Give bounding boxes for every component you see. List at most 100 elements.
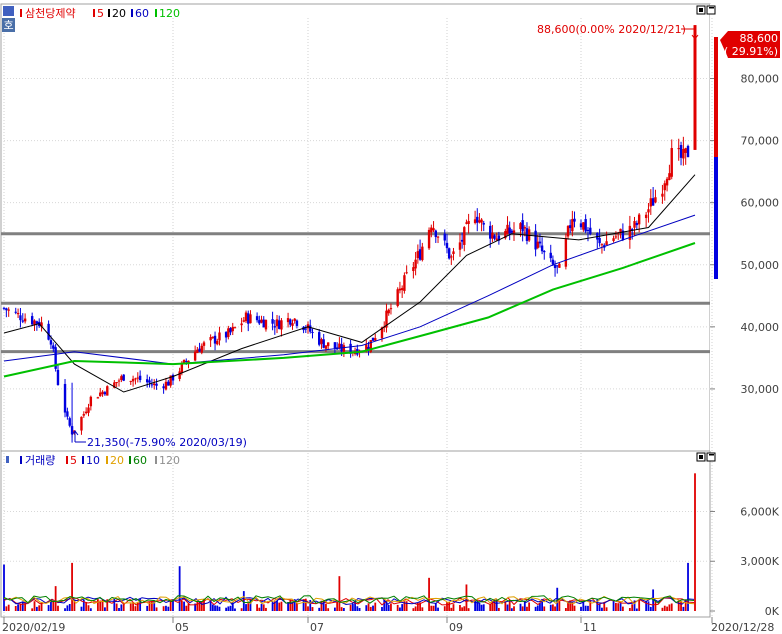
candle-body <box>209 337 212 341</box>
candle-body <box>525 228 529 241</box>
volume-bar <box>148 601 151 611</box>
candle-body <box>182 359 186 364</box>
volume-bar <box>631 604 634 611</box>
volume-bar <box>687 562 689 611</box>
volume-bar <box>198 600 201 611</box>
vol-legend-60: 60 <box>133 454 147 467</box>
volume-bar <box>338 576 341 611</box>
candle-body <box>649 198 652 207</box>
candle-body <box>540 245 544 252</box>
volume-bar <box>497 607 500 611</box>
volume-bar <box>203 598 205 611</box>
candle-body <box>120 376 123 380</box>
candle-body <box>322 339 325 348</box>
volume-bar <box>155 607 158 611</box>
volume-bar <box>661 607 664 611</box>
high-annotation: 88,600(0.00% 2020/12/21) <box>537 23 699 40</box>
volume-bar <box>113 598 116 611</box>
candle-body <box>231 326 234 332</box>
candle-body <box>506 224 509 234</box>
candle-body <box>389 308 393 310</box>
volume-bar <box>383 599 386 611</box>
candle-body <box>169 375 172 386</box>
volume-bar <box>231 602 234 611</box>
candle-body <box>318 332 321 345</box>
candle-body <box>155 383 158 386</box>
candle-body <box>584 219 587 232</box>
candle-body <box>216 341 219 345</box>
volume-bar <box>104 607 106 611</box>
volume-bar <box>567 602 569 611</box>
volume-bar <box>478 602 481 611</box>
current-price-tag: 88,600 ( 29.91%) <box>720 31 780 58</box>
candle-body <box>400 288 404 291</box>
volume-bar <box>521 606 524 611</box>
volume-bar <box>260 603 263 611</box>
candle-body <box>497 235 501 241</box>
volume-bar <box>165 605 167 611</box>
zoom-icon[interactable] <box>2 18 15 32</box>
candle-body <box>52 345 55 349</box>
volume-maximize-button[interactable] <box>706 452 716 462</box>
candle-body <box>612 238 615 241</box>
volume-bar <box>187 603 190 611</box>
candle-body <box>573 218 576 222</box>
volume-bar <box>240 608 243 611</box>
candle-body <box>167 381 170 386</box>
candle-body <box>122 374 125 381</box>
candle-body <box>23 318 27 322</box>
price-legend: 삼천당제약 5 20 60 120 <box>20 6 180 20</box>
candle-body <box>129 380 132 382</box>
candle-body <box>187 360 190 364</box>
moving-average-120 <box>3 242 696 378</box>
candle-body <box>211 336 215 338</box>
current-price-label: 88,600 <box>740 32 779 45</box>
candle-body <box>549 252 552 259</box>
candle-body <box>480 219 483 223</box>
candle-body <box>633 221 636 228</box>
legend-ma-20: 20 <box>112 7 126 20</box>
candle-body <box>21 320 24 322</box>
volume-bar <box>374 602 377 611</box>
candle-body <box>113 382 116 388</box>
minimize-icon <box>699 8 703 12</box>
volume-bar <box>139 599 142 611</box>
candle-body <box>621 230 625 240</box>
volume-ma-line <box>3 596 695 606</box>
volume-bar <box>635 608 638 611</box>
candle-body <box>365 344 368 352</box>
candle-body <box>558 263 561 268</box>
candle-body <box>242 320 246 322</box>
candle-body <box>387 309 390 314</box>
candle-body <box>571 219 574 232</box>
volume-bar <box>654 600 657 611</box>
vol-legend-120: 120 <box>159 454 180 467</box>
candle-body <box>374 338 377 341</box>
volume-bar <box>14 605 17 611</box>
volume-bar <box>258 607 261 611</box>
volume-bar <box>495 599 498 611</box>
candle-body <box>543 251 546 253</box>
volume-bar <box>245 604 247 611</box>
volume-bar <box>647 601 650 611</box>
menu-icon[interactable] <box>3 6 14 16</box>
volume-bar <box>419 602 421 611</box>
volume-bar <box>405 601 408 611</box>
volume-bar <box>146 605 149 611</box>
volume-bar <box>185 605 188 611</box>
volume-bar <box>446 602 448 611</box>
candle-body <box>434 230 437 237</box>
candle-body <box>19 315 22 321</box>
volume-bar <box>587 605 589 611</box>
volume-bar <box>218 606 221 611</box>
volume-bar <box>549 604 552 611</box>
volume-bar <box>663 605 666 611</box>
volume-bar <box>122 604 125 611</box>
volume-bar <box>162 606 165 611</box>
volume-bar <box>430 605 433 611</box>
candle-body <box>495 238 498 241</box>
maximize-button[interactable] <box>706 5 716 15</box>
price-axis-label: 70,000 <box>741 135 780 148</box>
volume-bar <box>167 606 170 611</box>
time-axis-label: 05 <box>175 621 189 634</box>
